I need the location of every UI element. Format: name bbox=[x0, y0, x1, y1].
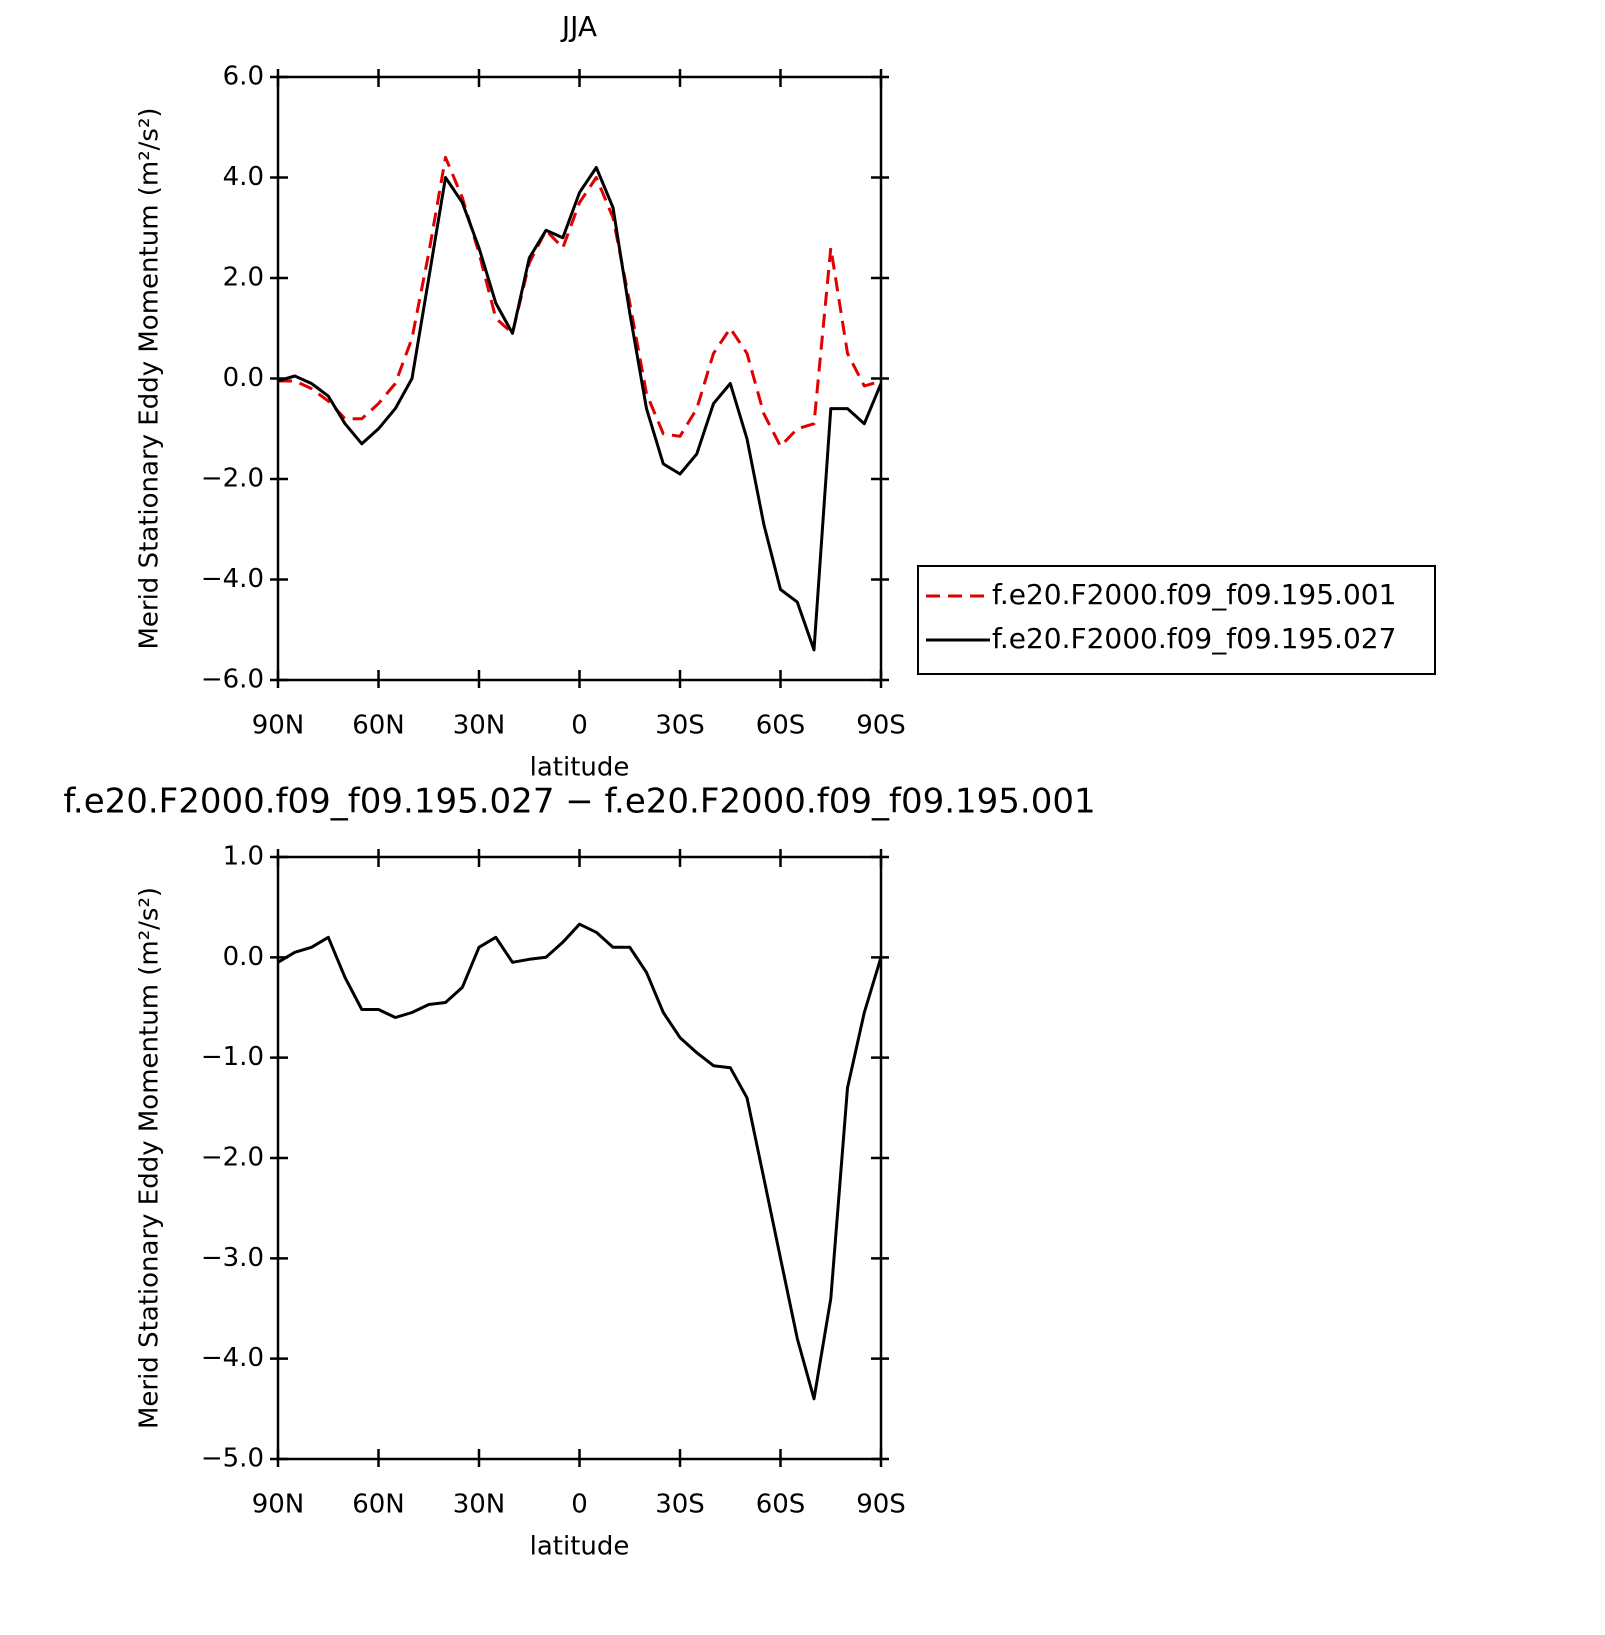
x-tick-label: 0 bbox=[571, 1490, 588, 1520]
y-tick-label: 0.0 bbox=[223, 363, 264, 393]
x-tick-label: 0 bbox=[571, 711, 588, 741]
plot-frame bbox=[276, 855, 883, 1461]
data-line bbox=[277, 922, 883, 1401]
x-tick-label: 30S bbox=[655, 1490, 705, 1520]
x-axis-label: latitude bbox=[530, 1532, 630, 1562]
legend-label: f.e20.F2000.f09_f09.195.027 bbox=[992, 622, 1396, 655]
x-tick-label: 60S bbox=[756, 711, 806, 741]
x-tick-label: 30N bbox=[453, 1490, 506, 1520]
x-tick-label: 60N bbox=[352, 711, 405, 741]
plot-frame bbox=[276, 75, 883, 682]
chart-title: f.e20.F2000.f09_f09.195.027 − f.e20.F200… bbox=[63, 782, 1095, 822]
data-line bbox=[277, 166, 883, 652]
y-tick-label: 1.0 bbox=[223, 842, 264, 872]
y-tick-label: −3.0 bbox=[201, 1243, 264, 1273]
chart-title: JJA bbox=[560, 10, 597, 43]
x-tick-label: 90S bbox=[856, 711, 906, 741]
data-line bbox=[278, 155, 882, 448]
legend-box bbox=[917, 565, 1436, 675]
legend-label: f.e20.F2000.f09_f09.195.001 bbox=[992, 578, 1396, 611]
x-tick-label: 30N bbox=[453, 711, 506, 741]
y-tick-label: −4.0 bbox=[201, 564, 264, 594]
y-tick-label: 2.0 bbox=[223, 263, 264, 293]
y-tick-label: 4.0 bbox=[223, 162, 264, 192]
y-tick-label: 6.0 bbox=[223, 62, 264, 92]
x-tick-label: 60N bbox=[352, 1490, 405, 1520]
x-axis-label: latitude bbox=[530, 753, 630, 783]
y-axis-label: Merid Stationary Eddy Momentum (m²/s²) bbox=[135, 887, 165, 1429]
y-tick-label: −1.0 bbox=[201, 1042, 264, 1072]
y-axis-label: Merid Stationary Eddy Momentum (m²/s²) bbox=[135, 107, 165, 649]
y-tick-label: −5.0 bbox=[201, 1444, 264, 1474]
x-tick-label: 60S bbox=[756, 1490, 806, 1520]
x-tick-label: 30S bbox=[655, 711, 705, 741]
x-tick-label: 90N bbox=[252, 1490, 305, 1520]
x-tick-label: 90N bbox=[252, 711, 305, 741]
y-tick-label: −2.0 bbox=[201, 1143, 264, 1173]
y-tick-label: 0.0 bbox=[223, 942, 264, 972]
x-tick-label: 90S bbox=[856, 1490, 906, 1520]
y-tick-label: −4.0 bbox=[201, 1343, 264, 1373]
y-tick-label: −2.0 bbox=[201, 464, 264, 494]
y-tick-label: −6.0 bbox=[201, 665, 264, 695]
